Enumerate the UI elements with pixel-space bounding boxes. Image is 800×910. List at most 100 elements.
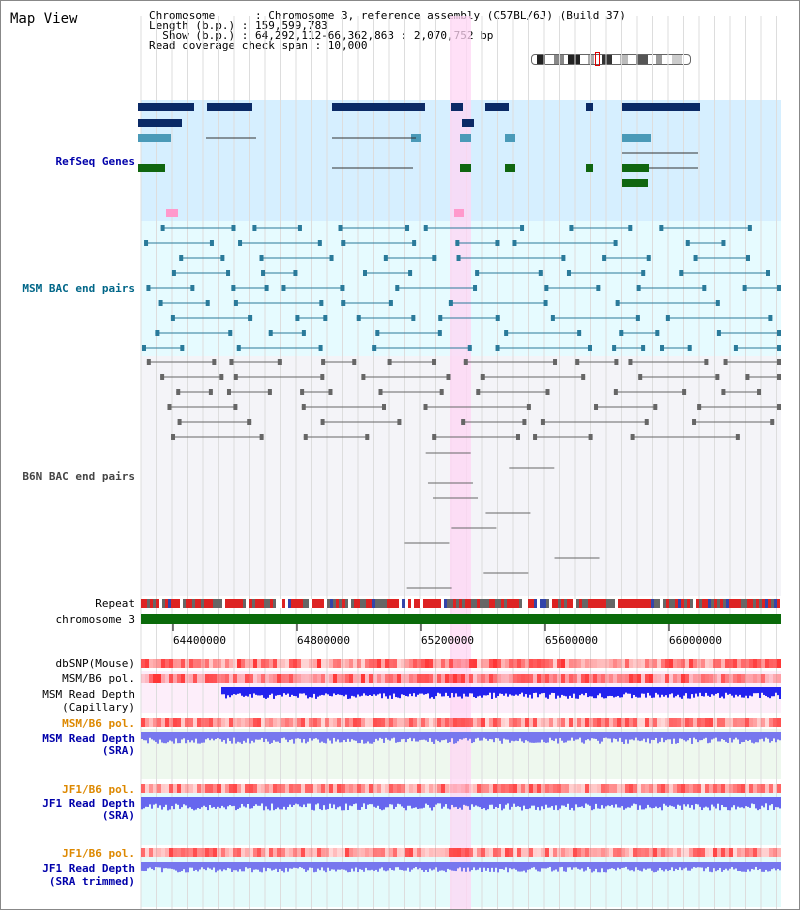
depth-bar [369, 687, 371, 695]
heat-cell [337, 848, 341, 857]
heat-cell [657, 848, 661, 857]
repeat-block [648, 599, 651, 608]
depth-bar [281, 687, 283, 697]
heat-cell [765, 659, 769, 668]
depth-bar [565, 797, 567, 808]
repeat-block [594, 599, 597, 608]
depth-bar [621, 862, 623, 868]
repeat-block [558, 599, 561, 608]
heat-cell [173, 674, 177, 683]
depth-bar [459, 732, 461, 740]
repeat-block [522, 599, 525, 608]
msm-bac-pair-end [205, 300, 210, 306]
depth-bar [587, 732, 589, 740]
depth-bar [149, 862, 151, 868]
heat-cell [377, 784, 381, 793]
depth-bar [459, 797, 461, 808]
depth-bar [501, 797, 503, 811]
depth-bar [213, 732, 215, 741]
heat-cell [301, 784, 305, 793]
repeat-block [384, 599, 387, 608]
heat-cell [369, 659, 373, 668]
depth-bar [451, 732, 453, 739]
heat-cell [181, 674, 185, 683]
depth-bar [695, 797, 697, 804]
heat-cell [141, 848, 145, 857]
msm-bac-pair-end [372, 345, 377, 351]
heat-cell [677, 674, 681, 683]
heat-cell [445, 784, 449, 793]
heat-cell [673, 674, 677, 683]
depth-bar [177, 862, 179, 873]
msm-bac-pair-end [495, 315, 500, 321]
heat-cell [537, 659, 541, 668]
depth-bar [549, 862, 551, 867]
depth-bar [279, 687, 281, 695]
heat-cell [569, 659, 573, 668]
depth-bar [351, 732, 353, 740]
depth-bar [453, 862, 455, 871]
depth-bar [703, 687, 705, 697]
repeat-block [195, 599, 198, 608]
depth-bar [337, 687, 339, 695]
depth-bar [709, 797, 711, 811]
depth-bar [549, 687, 551, 695]
depth-bar [685, 797, 687, 807]
depth-bar [431, 862, 433, 871]
ideogram-position-marker[interactable] [595, 52, 600, 66]
heat-cell [717, 718, 721, 727]
heat-cell [745, 674, 749, 683]
heat-cell [153, 674, 157, 683]
depth-bar [267, 797, 269, 810]
heat-cell [529, 718, 533, 727]
depth-bar [317, 797, 319, 804]
depth-bar [579, 797, 581, 808]
depth-bar [519, 797, 521, 807]
depth-bar [705, 862, 707, 869]
heat-cell [357, 784, 361, 793]
depth-bar [427, 732, 429, 742]
heat-cell [357, 848, 361, 857]
depth-bar [595, 687, 597, 699]
depth-bar [261, 862, 263, 873]
gene-feature [485, 103, 509, 111]
heat-cell [341, 784, 345, 793]
heat-cell [341, 659, 345, 668]
depth-bar [365, 732, 367, 744]
track-label-jf1-depth-sra: JF1 Read Depth [42, 797, 135, 810]
depth-bar [303, 862, 305, 870]
depth-bar [227, 732, 229, 739]
depth-bar [503, 687, 505, 696]
heat-cell [241, 659, 245, 668]
heat-cell [353, 659, 357, 668]
heat-cell [649, 659, 653, 668]
msm-bac-pair-end [636, 285, 641, 291]
depth-bar [161, 797, 163, 810]
depth-bar [531, 687, 533, 699]
depth-bar [505, 797, 507, 805]
heat-cell [685, 674, 689, 683]
depth-bar [159, 797, 161, 806]
depth-bar [167, 797, 169, 811]
depth-bar [233, 797, 235, 806]
depth-bar [171, 797, 173, 807]
repeat-block [315, 599, 318, 608]
depth-bar [437, 862, 439, 872]
b6n-bac-pair-end [423, 404, 428, 410]
msm-bac-pair-end [318, 345, 323, 351]
track-label-msm-depth-sra: MSM Read Depth [42, 732, 135, 745]
depth-bar [727, 732, 729, 743]
depth-bar [391, 687, 393, 699]
depth-bar [771, 797, 773, 805]
gene-feature [622, 179, 648, 187]
depth-bar [311, 862, 313, 868]
depth-bar [665, 862, 667, 870]
heat-cell [433, 674, 437, 683]
depth-bar [175, 862, 177, 871]
depth-bar [515, 797, 517, 807]
b6n-bac-pair-end [167, 404, 172, 410]
depth-bar [347, 797, 349, 811]
heat-cell [185, 674, 189, 683]
repeat-block [720, 599, 723, 608]
